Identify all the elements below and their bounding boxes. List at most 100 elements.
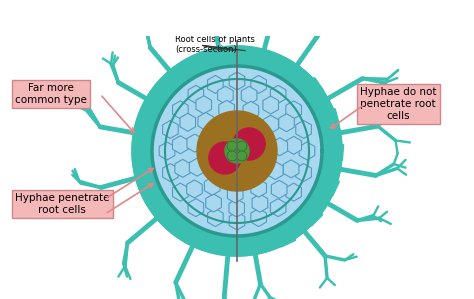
Polygon shape bbox=[261, 164, 278, 184]
Polygon shape bbox=[286, 136, 301, 154]
Polygon shape bbox=[228, 71, 246, 91]
Polygon shape bbox=[245, 118, 260, 136]
Polygon shape bbox=[257, 139, 273, 157]
Text: Hyphae penetrate
root cells: Hyphae penetrate root cells bbox=[15, 193, 109, 215]
Polygon shape bbox=[196, 164, 213, 184]
Polygon shape bbox=[265, 100, 283, 120]
Polygon shape bbox=[285, 100, 302, 120]
Polygon shape bbox=[261, 118, 278, 138]
Polygon shape bbox=[203, 141, 221, 161]
Polygon shape bbox=[220, 115, 236, 133]
Polygon shape bbox=[201, 189, 218, 209]
Polygon shape bbox=[198, 112, 213, 130]
Polygon shape bbox=[265, 182, 283, 202]
Polygon shape bbox=[250, 74, 267, 94]
Text: Endomycorrhizae: Endomycorrhizae bbox=[46, 5, 194, 20]
Polygon shape bbox=[132, 46, 342, 256]
Polygon shape bbox=[173, 136, 188, 154]
Polygon shape bbox=[190, 158, 205, 176]
Polygon shape bbox=[241, 179, 258, 199]
Polygon shape bbox=[272, 138, 288, 156]
Polygon shape bbox=[237, 141, 247, 151]
Polygon shape bbox=[209, 142, 241, 174]
Polygon shape bbox=[270, 84, 287, 104]
Polygon shape bbox=[188, 199, 204, 217]
Text: Root cells of plants
(cross-section): Root cells of plants (cross-section) bbox=[175, 35, 255, 54]
Polygon shape bbox=[187, 84, 204, 104]
Polygon shape bbox=[172, 182, 189, 202]
Polygon shape bbox=[159, 142, 175, 160]
Polygon shape bbox=[229, 72, 245, 90]
Polygon shape bbox=[163, 120, 178, 138]
Polygon shape bbox=[184, 109, 201, 129]
Polygon shape bbox=[180, 113, 196, 131]
Polygon shape bbox=[207, 74, 224, 94]
Polygon shape bbox=[172, 100, 189, 120]
Polygon shape bbox=[187, 198, 204, 218]
Polygon shape bbox=[223, 196, 240, 216]
Polygon shape bbox=[163, 164, 178, 181]
Polygon shape bbox=[162, 119, 179, 139]
Polygon shape bbox=[241, 86, 257, 104]
Polygon shape bbox=[267, 161, 283, 179]
Polygon shape bbox=[219, 100, 235, 118]
Polygon shape bbox=[241, 163, 258, 183]
Polygon shape bbox=[226, 170, 241, 188]
Polygon shape bbox=[295, 119, 312, 139]
Polygon shape bbox=[208, 209, 223, 227]
Polygon shape bbox=[279, 163, 296, 183]
Polygon shape bbox=[188, 86, 204, 103]
Polygon shape bbox=[184, 173, 201, 193]
Polygon shape bbox=[174, 152, 192, 173]
Polygon shape bbox=[205, 157, 221, 175]
Polygon shape bbox=[295, 163, 312, 183]
Polygon shape bbox=[270, 86, 286, 103]
Polygon shape bbox=[216, 103, 233, 123]
Polygon shape bbox=[263, 115, 278, 133]
Polygon shape bbox=[251, 75, 266, 93]
Polygon shape bbox=[188, 141, 206, 161]
Polygon shape bbox=[268, 141, 286, 161]
Polygon shape bbox=[286, 183, 301, 201]
Polygon shape bbox=[166, 80, 308, 222]
Text: Hyphae do not
penetrate root
cells: Hyphae do not penetrate root cells bbox=[360, 87, 437, 120]
Polygon shape bbox=[286, 101, 301, 119]
Polygon shape bbox=[283, 141, 301, 161]
Polygon shape bbox=[216, 119, 233, 139]
Polygon shape bbox=[283, 160, 299, 178]
Polygon shape bbox=[229, 212, 245, 230]
Polygon shape bbox=[298, 141, 316, 161]
Polygon shape bbox=[132, 46, 342, 256]
Polygon shape bbox=[173, 101, 188, 119]
Polygon shape bbox=[204, 177, 220, 195]
Polygon shape bbox=[253, 141, 271, 161]
Polygon shape bbox=[252, 194, 268, 212]
Polygon shape bbox=[227, 151, 237, 161]
Polygon shape bbox=[237, 151, 247, 161]
Polygon shape bbox=[296, 164, 311, 181]
Polygon shape bbox=[162, 163, 179, 183]
Polygon shape bbox=[218, 86, 233, 104]
Polygon shape bbox=[216, 179, 233, 199]
Polygon shape bbox=[187, 134, 202, 152]
Polygon shape bbox=[203, 132, 219, 150]
Polygon shape bbox=[250, 208, 267, 228]
Polygon shape bbox=[251, 179, 266, 197]
Polygon shape bbox=[196, 118, 213, 138]
Polygon shape bbox=[241, 119, 258, 139]
Polygon shape bbox=[227, 141, 237, 151]
Text: Ectomycorrhizae: Ectomycorrhizae bbox=[283, 5, 427, 20]
Polygon shape bbox=[246, 193, 263, 213]
Polygon shape bbox=[187, 180, 202, 198]
Polygon shape bbox=[152, 66, 322, 236]
Polygon shape bbox=[296, 120, 311, 138]
Polygon shape bbox=[152, 66, 322, 236]
Polygon shape bbox=[285, 182, 302, 202]
Polygon shape bbox=[228, 185, 243, 203]
Polygon shape bbox=[175, 159, 191, 177]
Polygon shape bbox=[263, 96, 279, 114]
Polygon shape bbox=[174, 129, 192, 150]
Polygon shape bbox=[208, 75, 223, 93]
Polygon shape bbox=[279, 119, 296, 139]
Polygon shape bbox=[158, 141, 176, 161]
